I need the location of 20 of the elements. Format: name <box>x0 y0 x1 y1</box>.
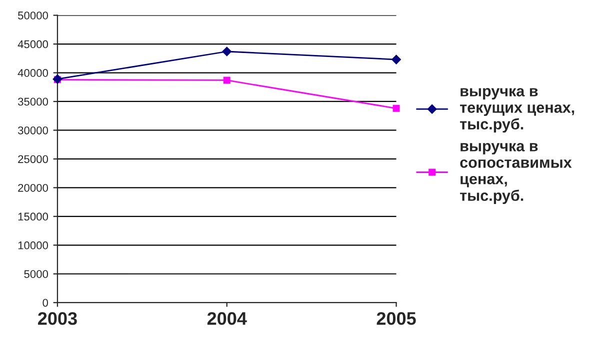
y-tick-label: 20000 <box>18 184 48 192</box>
y-tick-label: 50000 <box>18 12 48 20</box>
y-tick-label: 15000 <box>18 212 48 221</box>
x-tick-label: 2003 <box>38 312 77 325</box>
x-tick-label: 2004 <box>207 312 247 325</box>
point <box>223 76 230 84</box>
y-tick-label: 25000 <box>18 155 48 164</box>
y-tick-label: 40000 <box>18 69 48 77</box>
point <box>222 46 232 56</box>
x-tick-label: 2005 <box>376 312 416 325</box>
y-tick-label: 0 <box>42 298 48 307</box>
y-tick-label: 35000 <box>18 98 48 106</box>
y-tick-label: 10000 <box>18 241 48 250</box>
point <box>392 104 400 112</box>
legend-label: выручка в сопоставимых ценах, тыс.руб. <box>460 143 572 204</box>
legend-label: выручка в текущих ценах, тыс.руб. <box>460 88 574 133</box>
y-tick-label: 45000 <box>18 40 48 48</box>
y-tick-label: 30000 <box>18 126 48 134</box>
y-tick-label: 5000 <box>24 270 48 278</box>
point <box>392 54 401 64</box>
